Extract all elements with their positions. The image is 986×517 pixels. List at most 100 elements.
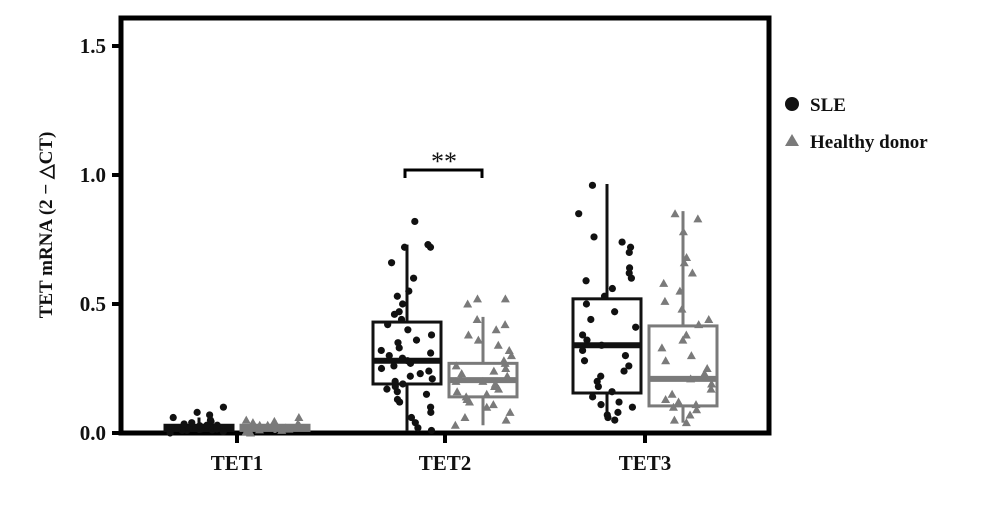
data-point-healthy-donor-tet2 [491, 325, 501, 334]
y-tick-label: 1.0 [80, 163, 106, 187]
data-point-healthy-donor-tet3 [686, 351, 696, 360]
data-point-sle-tet2 [399, 380, 407, 388]
box-sle-tet1 [163, 403, 235, 437]
data-point-sle-tet2 [425, 367, 433, 375]
legend-label-healthy-donor: Healthy donor [810, 132, 928, 153]
data-point-sle-tet3 [611, 416, 619, 424]
significance-bracket: ** [403, 147, 484, 178]
data-point-healthy-donor-tet3 [679, 258, 689, 267]
data-point-sle-tet1 [188, 419, 196, 427]
data-point-sle-tet1 [213, 425, 221, 433]
data-point-sle-tet2 [391, 377, 399, 385]
data-point-sle-tet1 [166, 429, 174, 437]
data-point-sle-tet3 [600, 292, 609, 300]
data-point-healthy-donor-tet2 [499, 356, 509, 365]
data-point-sle-tet1 [180, 420, 188, 428]
data-point-healthy-donor-tet3 [700, 369, 710, 378]
data-point-sle-tet3 [618, 238, 626, 246]
data-point-sle-tet1 [169, 413, 177, 422]
data-point-sle-tet3 [593, 377, 601, 385]
data-point-sle-tet2 [404, 326, 412, 334]
data-point-sle-tet1 [196, 422, 204, 430]
data-point-healthy-donor-tet1 [294, 413, 304, 422]
data-point-healthy-donor-tet3 [686, 374, 696, 383]
data-point-healthy-donor-tet2 [482, 389, 492, 398]
data-point-healthy-donor-tet2 [463, 299, 473, 308]
data-point-sle-tet2 [385, 352, 393, 360]
data-point-sle-tet2 [384, 321, 392, 329]
data-point-healthy-donor-tet3 [668, 402, 678, 411]
data-point-healthy-donor-tet2 [500, 294, 510, 303]
data-point-sle-tet2 [399, 300, 407, 308]
data-point-healthy-donor-tet2 [494, 384, 504, 393]
data-point-healthy-donor-tet2 [490, 379, 500, 388]
data-point-sle-tet3 [579, 331, 587, 339]
data-point-sle-tet2 [422, 390, 431, 398]
data-point-healthy-donor-tet2 [455, 374, 465, 383]
data-point-sle-tet2 [405, 287, 413, 295]
data-point-healthy-donor-tet2 [451, 361, 461, 370]
data-point-healthy-donor-tet2 [505, 407, 515, 416]
data-point-sle-tet3 [608, 388, 616, 396]
data-point-healthy-donor-tet2 [488, 400, 498, 409]
data-point-healthy-donor-tet2 [489, 366, 499, 375]
data-point-healthy-donor-tet2 [451, 376, 461, 385]
data-point-sle-tet2 [383, 385, 391, 393]
data-point-sle-tet2 [377, 364, 386, 373]
data-point-healthy-donor-tet1 [269, 416, 279, 425]
data-point-sle-tet3 [625, 269, 633, 277]
data-point-sle-tet2 [393, 395, 402, 404]
data-point-sle-tet2 [377, 346, 385, 355]
data-point-healthy-donor-tet1 [248, 418, 258, 427]
data-point-sle-tet3 [603, 411, 611, 419]
data-point-sle-tet2 [394, 339, 402, 347]
data-point-healthy-donor-tet2 [473, 335, 483, 344]
y-axis-label: TET mRNA (2 − △CT) [36, 132, 57, 319]
data-point-sle-tet2 [406, 372, 414, 380]
data-point-sle-tet3 [590, 233, 598, 241]
data-point-healthy-donor-tet2 [463, 330, 473, 339]
data-point-healthy-donor-tet1 [241, 427, 251, 436]
data-point-healthy-donor-tet2 [504, 345, 514, 354]
box-healthy-donor-tet1 [239, 413, 311, 437]
data-point-healthy-donor-tet2 [460, 413, 470, 422]
data-point-sle-tet3 [589, 393, 597, 401]
data-point-healthy-donor-tet1 [263, 420, 273, 429]
data-point-healthy-donor-tet3 [677, 304, 687, 313]
data-point-sle-tet2 [412, 336, 421, 344]
data-point-healthy-donor-tet1 [278, 423, 288, 432]
data-point-healthy-donor-tet2 [461, 392, 471, 401]
data-point-healthy-donor-tet3 [678, 227, 688, 236]
data-point-sle-tet3 [597, 372, 605, 380]
data-point-healthy-donor-tet3 [659, 278, 669, 287]
data-point-healthy-donor-tet3 [661, 356, 671, 365]
data-point-healthy-donor-tet1 [294, 421, 304, 430]
data-point-sle-tet3 [582, 300, 591, 308]
legend-marker-healthy-donor [785, 134, 799, 146]
data-point-sle-tet2 [395, 308, 403, 316]
data-point-healthy-donor-tet3 [692, 405, 702, 414]
data-point-sle-tet2 [409, 274, 418, 282]
data-point-sle-tet2 [424, 241, 432, 249]
data-point-sle-tet3 [608, 284, 616, 293]
x-tick-label: TET3 [619, 451, 672, 475]
data-point-healthy-donor-tet2 [502, 371, 512, 380]
data-point-healthy-donor-tet3 [691, 400, 701, 409]
data-point-healthy-donor-tet2 [452, 387, 462, 396]
data-point-sle-tet2 [398, 354, 407, 362]
data-point-sle-tet2 [416, 370, 424, 378]
data-point-healthy-donor-tet3 [704, 314, 714, 323]
box-sle-tet3 [571, 181, 643, 424]
data-point-healthy-donor-tet2 [482, 402, 492, 411]
data-point-healthy-donor-tet2 [506, 351, 516, 360]
box-iqr [647, 324, 719, 408]
data-point-healthy-donor-tet3 [674, 397, 684, 406]
data-point-sle-tet3 [620, 367, 628, 375]
data-point-healthy-donor-tet2 [500, 320, 510, 329]
data-point-sle-tet3 [588, 181, 597, 189]
box-iqr [371, 320, 443, 386]
data-point-sle-tet3 [614, 408, 622, 416]
data-point-healthy-donor-tet1 [241, 415, 251, 424]
data-point-sle-tet3 [580, 357, 589, 365]
